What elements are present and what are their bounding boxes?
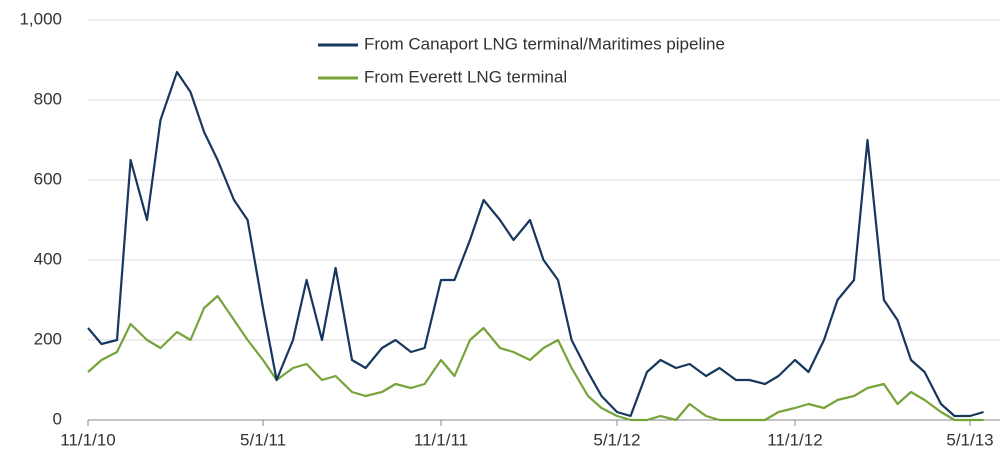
- x-tick-label: 5/1/13: [946, 430, 993, 449]
- y-tick-label: 200: [34, 329, 62, 348]
- line-series: [87, 294, 984, 422]
- y-tick-label: 400: [34, 249, 62, 268]
- legend-label: From Everett LNG terminal: [364, 67, 567, 86]
- x-tick-label: 5/1/11: [240, 430, 286, 449]
- line-series: [87, 70, 984, 418]
- y-tick-label: 0: [53, 409, 62, 428]
- x-tick-label: 5/1/12: [593, 430, 640, 449]
- x-tick-label: 11/1/12: [767, 430, 822, 449]
- x-tick-label: 11/1/11: [414, 430, 468, 449]
- x-tick-label: 11/1/10: [60, 430, 115, 449]
- y-tick-label: 1,000: [19, 9, 62, 28]
- y-tick-label: 800: [34, 89, 62, 108]
- legend-label: From Canaport LNG terminal/Maritimes pip…: [364, 34, 725, 53]
- y-tick-label: 600: [34, 169, 62, 188]
